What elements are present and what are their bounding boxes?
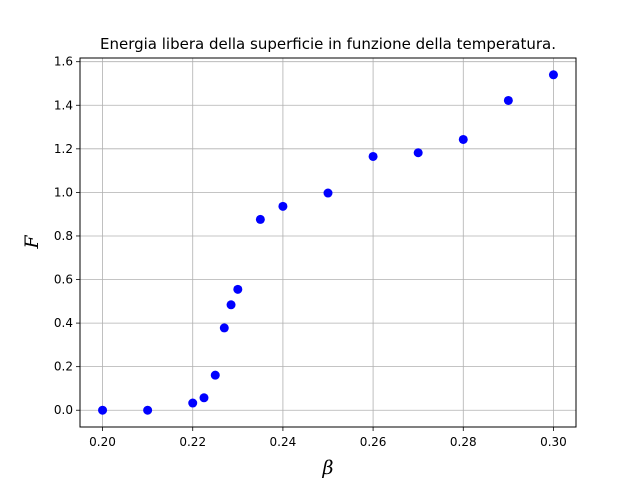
y-tick-label: 0.0 xyxy=(54,403,73,417)
data-point xyxy=(323,188,333,198)
x-tick-label: 0.28 xyxy=(450,435,477,449)
data-point xyxy=(98,405,108,415)
y-tick-label: 1.6 xyxy=(54,55,73,69)
y-tick-label: 1.0 xyxy=(54,185,73,199)
x-tick-label: 0.30 xyxy=(540,435,567,449)
data-point xyxy=(548,70,558,80)
grid-lines xyxy=(80,58,576,427)
y-axis-ticks: 0.0 0.2 0.4 0.6 0.8 1.0 1.2 1.4 1.6 xyxy=(54,55,80,417)
data-point xyxy=(219,323,229,333)
y-tick-label: 1.2 xyxy=(54,142,73,156)
data-point xyxy=(210,370,220,380)
y-axis-label: F xyxy=(21,235,43,250)
data-point xyxy=(458,134,468,144)
y-tick-label: 1.4 xyxy=(54,98,73,112)
data-point xyxy=(188,398,198,408)
data-point xyxy=(226,300,236,310)
x-tick-label: 0.24 xyxy=(270,435,297,449)
data-points xyxy=(98,70,558,415)
y-tick-label: 0.2 xyxy=(54,360,73,374)
data-point xyxy=(233,284,243,294)
data-point xyxy=(503,95,513,105)
data-point xyxy=(255,214,265,224)
x-tick-label: 0.26 xyxy=(360,435,387,449)
x-tick-label: 0.22 xyxy=(179,435,206,449)
data-point xyxy=(413,148,423,158)
plot-frame xyxy=(79,57,577,428)
y-tick-label: 0.8 xyxy=(54,229,73,243)
x-axis-ticks: 0.20 0.22 0.24 0.26 0.28 0.30 xyxy=(89,427,567,449)
data-point xyxy=(278,201,288,211)
y-tick-label: 0.4 xyxy=(54,316,73,330)
data-point xyxy=(368,151,378,161)
y-tick-label: 0.6 xyxy=(54,273,73,287)
chart-title: Energia libera della superficie in funzi… xyxy=(100,35,556,53)
x-axis-label: β xyxy=(322,457,334,479)
data-point xyxy=(199,393,209,403)
x-tick-label: 0.20 xyxy=(89,435,116,449)
data-point xyxy=(143,405,153,415)
